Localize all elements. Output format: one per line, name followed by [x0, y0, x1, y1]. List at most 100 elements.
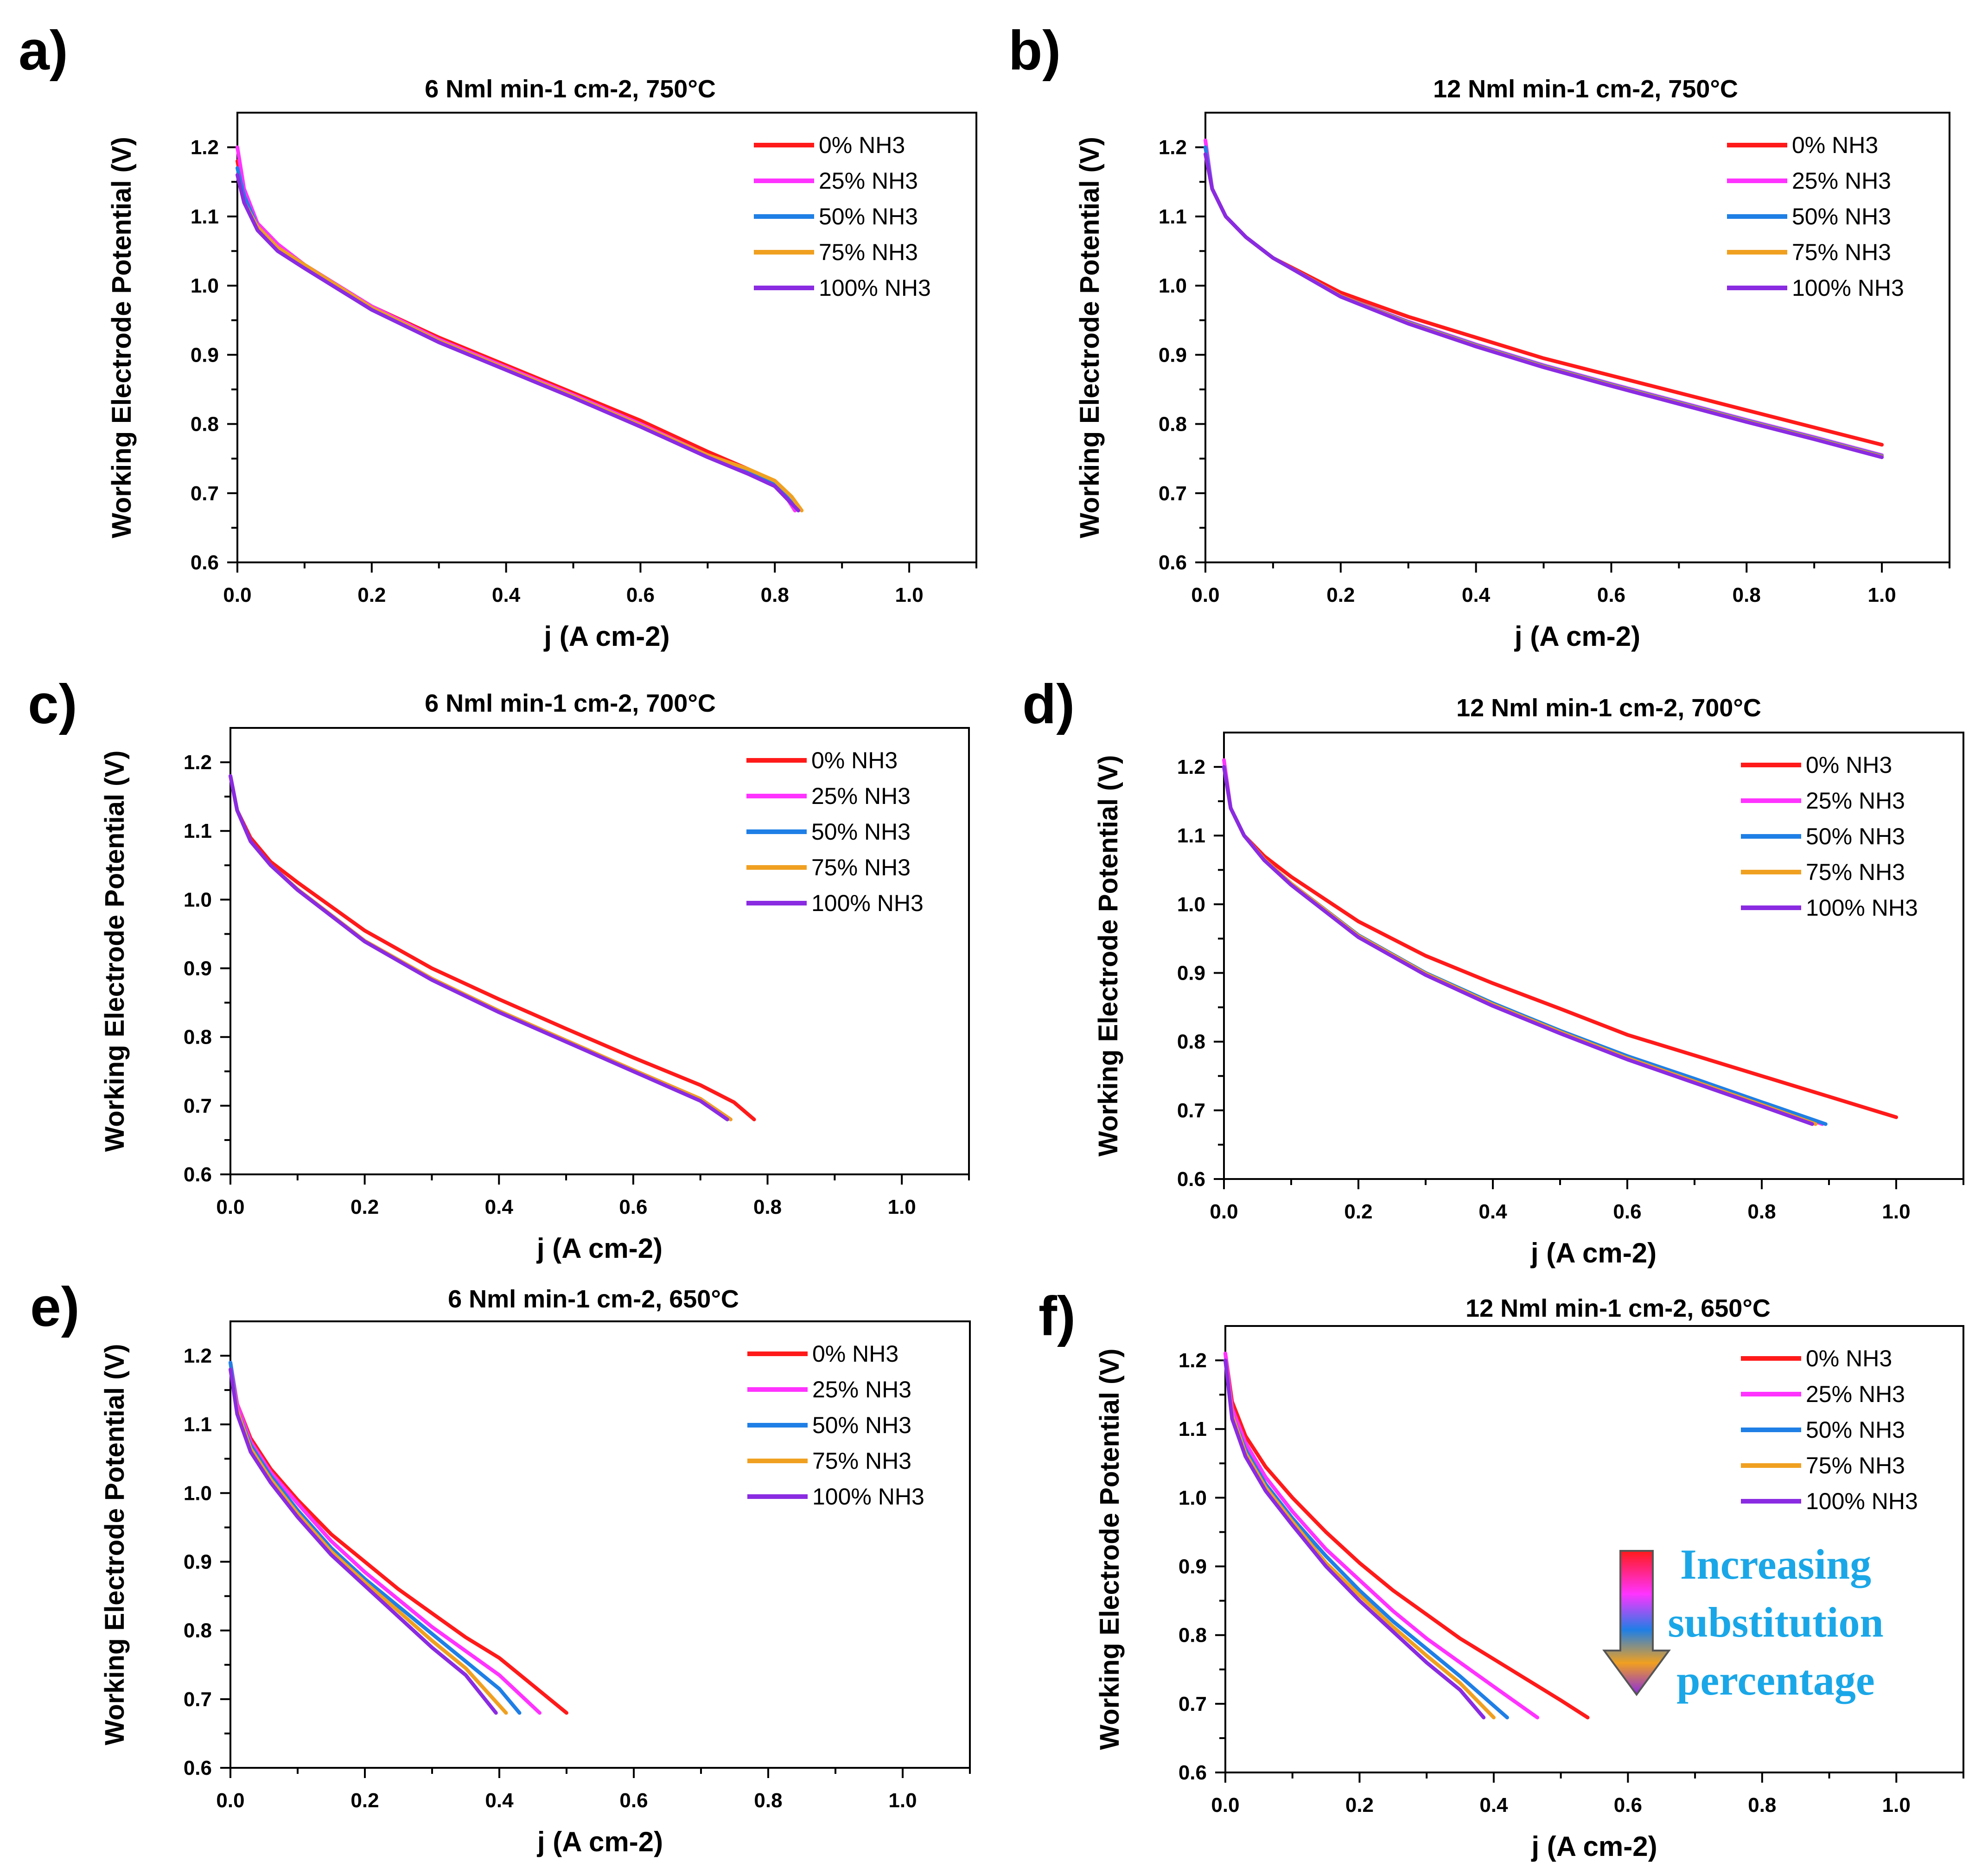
x-tick-label: 0.4	[1478, 1200, 1507, 1223]
y-tick-label: 0.6	[1177, 1168, 1205, 1191]
chart-title: 6 Nml min-1 cm-2, 750°C	[425, 75, 716, 103]
series-line-50-nh3	[229, 774, 729, 1122]
legend-entry: 0% NH3	[1806, 1345, 1892, 1371]
legend-entry: 25% NH3	[819, 168, 918, 194]
x-axis-label: j (A cm-2)	[543, 621, 669, 652]
series-line-100-nh3	[236, 173, 800, 513]
legend-entry: 25% NH3	[1806, 788, 1905, 814]
x-tick-label: 0.4	[492, 584, 521, 606]
y-axis-label: Working Electrode Potential (V)	[1095, 1349, 1125, 1750]
panel-e: e) 6 Nml min-1 cm-2, 650°C 0.0 0.2 0.4 0.6 0.8…	[30, 1276, 971, 1857]
x-axis-label: j (A cm-2)	[1531, 1831, 1657, 1862]
legend-entry: 100% NH3	[819, 275, 931, 301]
plot-frame	[1204, 112, 1950, 563]
x-tick-label: 0.0	[1191, 584, 1219, 606]
legend-entry: 75% NH3	[819, 239, 918, 265]
y-tick-label: 0.9	[191, 344, 219, 366]
x-tick-label: 0.2	[1326, 584, 1355, 606]
y-tick-label: 0.9	[1159, 344, 1187, 366]
series-line-50-nh3	[1222, 765, 1828, 1126]
x-tick-label: 0.8	[754, 1789, 782, 1812]
legend-entry: 50% NH3	[819, 204, 918, 229]
series-line-100-nh3	[1223, 1358, 1486, 1720]
legend-entry: 75% NH3	[1806, 1453, 1905, 1479]
x-tick-label: 0.0	[1211, 1794, 1239, 1817]
y-tick-label: 0.7	[184, 1095, 212, 1117]
x-tick-label: 0.2	[350, 1789, 379, 1812]
y-tick-label: 0.8	[191, 413, 219, 436]
y-tick-label: 1.0	[191, 274, 219, 297]
y-axis-label: Working Electrode Potential (V)	[100, 1344, 130, 1746]
y-axis-label: Working Electrode Potential (V)	[1093, 755, 1123, 1157]
y-tick-label: 0.8	[184, 1619, 212, 1642]
y-tick-label: 0.6	[191, 551, 219, 574]
y-tick-label: 0.9	[1177, 962, 1205, 985]
chart-title: 6 Nml min-1 cm-2, 700°C	[425, 689, 716, 717]
legend-entry: 0% NH3	[819, 132, 905, 158]
legend-entry: 75% NH3	[1806, 859, 1905, 885]
y-tick-label: 0.8	[1179, 1624, 1207, 1647]
x-tick-label: 0.4	[1462, 584, 1491, 606]
y-tick-label: 0.7	[191, 482, 219, 505]
y-tick-label: 0.6	[184, 1163, 212, 1186]
panel-b: b) 12 Nml min-1 cm-2, 750°C 0.0 0.2 0.4 0.6 0.…	[1008, 19, 1950, 652]
legend-entry: 0% NH3	[811, 747, 898, 773]
x-axis-label: j (A cm-2)	[537, 1826, 663, 1857]
series-line-100-nh3	[229, 1367, 498, 1715]
legend-entry: 50% NH3	[811, 819, 911, 845]
y-tick-label: 0.8	[1159, 413, 1187, 436]
legend-entry: 50% NH3	[1806, 1417, 1905, 1443]
legend-entry: 25% NH3	[811, 783, 911, 809]
panel-letter: c)	[28, 673, 77, 735]
legend-entry: 75% NH3	[811, 854, 911, 880]
legend-entry: 100% NH3	[1806, 1488, 1918, 1514]
series-line-25-nh3	[229, 1360, 542, 1715]
series-line-25-nh3	[1222, 758, 1824, 1126]
legend-entry: 100% NH3	[1792, 275, 1904, 301]
y-tick-label: 1.1	[1179, 1418, 1207, 1441]
x-tick-label: 0.8	[1748, 1794, 1776, 1817]
x-tick-label: 0.0	[223, 584, 251, 606]
chart-title: 12 Nml min-1 cm-2, 650°C	[1466, 1294, 1771, 1322]
y-tick-label: 1.1	[191, 205, 219, 228]
y-tick-label: 1.0	[184, 888, 212, 911]
y-tick-label: 1.2	[184, 1345, 212, 1367]
x-tick-label: 0.0	[216, 1196, 244, 1218]
y-tick-label: 0.6	[1159, 551, 1187, 574]
y-tick-label: 0.9	[184, 1551, 212, 1574]
chart-title: 12 Nml min-1 cm-2, 750°C	[1433, 75, 1738, 103]
panel-letter: e)	[30, 1276, 80, 1338]
decreasing-arrow-icon	[1602, 1550, 1671, 1696]
x-tick-label: 0.6	[1597, 584, 1625, 606]
y-tick-label: 0.9	[1179, 1555, 1207, 1578]
x-axis-label: j (A cm-2)	[1514, 621, 1640, 652]
y-tick-label: 0.7	[184, 1688, 212, 1711]
x-tick-label: 1.0	[888, 1789, 917, 1812]
x-tick-label: 0.6	[1613, 1200, 1641, 1223]
legend-entry: 75% NH3	[812, 1448, 911, 1474]
plot-frame	[1224, 1325, 1964, 1773]
x-tick-label: 0.6	[619, 1789, 648, 1812]
y-tick-label: 1.2	[1159, 136, 1187, 159]
panel-c: c) 6 Nml min-1 cm-2, 700°C 0.0 0.2 0.4 0.6 0.8…	[28, 673, 970, 1264]
x-tick-label: 0.2	[357, 584, 386, 606]
substitution-annotation: Increasing substitution percentage	[1602, 1541, 1884, 1704]
y-tick-label: 1.1	[184, 1413, 212, 1436]
panel-d: d) 12 Nml min-1 cm-2, 700°C 0.0 0.2 0.4 0.6 0.…	[1022, 673, 1964, 1268]
x-tick-label: 0.6	[1614, 1794, 1642, 1817]
x-tick-label: 0.8	[1733, 584, 1761, 606]
panel-letter: f)	[1039, 1285, 1076, 1347]
panel-a: a) 6 Nml min-1 cm-2, 750°C 0.0 0.2 0.4 0.6 0.8…	[19, 19, 977, 652]
series-line-75-nh3	[1223, 1358, 1496, 1720]
series-line-100-nh3	[229, 774, 729, 1122]
x-tick-label: 1.0	[1868, 584, 1896, 606]
x-tick-label: 0.8	[1747, 1200, 1776, 1223]
x-tick-label: 0.0	[1210, 1200, 1238, 1223]
legend-entry: 50% NH3	[1792, 204, 1891, 229]
legend-entry: 75% NH3	[1792, 239, 1891, 265]
y-tick-label: 1.2	[191, 136, 219, 159]
annotation-line-1: Increasing	[1680, 1541, 1871, 1588]
y-tick-label: 0.7	[1179, 1693, 1207, 1715]
series-line-0-nh3	[1204, 145, 1884, 447]
